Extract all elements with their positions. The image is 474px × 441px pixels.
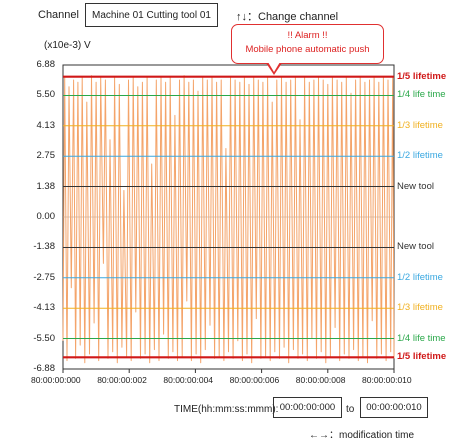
alarm-popup: !! Alarm !! Mobile phone automatic push <box>231 24 384 64</box>
y-tick-label: -2.75 <box>33 271 55 283</box>
signal-series-line <box>62 75 395 364</box>
y-axis-unit: (x10e-3) V <box>44 40 91 51</box>
y-tick-label: 2.75 <box>36 150 56 162</box>
threshold-label: 1/3 lifetime <box>397 119 443 131</box>
threshold-label: 1/5 lifetime <box>397 70 447 82</box>
time-start-input[interactable]: 00:00:00:000 <box>273 397 342 418</box>
y-tick-label: 6.88 <box>36 59 56 70</box>
threshold-label: New tool <box>397 180 434 192</box>
alarm-title: !! Alarm !! <box>287 30 328 41</box>
x-tick-label: 80:00:00:002 <box>97 375 147 385</box>
y-tick-label: -4.13 <box>33 302 55 314</box>
x-tick-label: 80:00:00:008 <box>295 375 346 385</box>
channel-label: Channel <box>38 9 79 21</box>
x-tick-label: 80:00:00:006 <box>229 375 280 385</box>
threshold-label: 1/3 lifetime <box>397 302 443 314</box>
change-channel-hint: ↑↓：Change channel <box>236 11 339 23</box>
y-tick-label: 5.50 <box>36 89 56 101</box>
threshold-label: 1/5 lifetime <box>397 351 447 363</box>
threshold-label: 1/2 lifetime <box>397 271 443 283</box>
x-tick-label: 80:00:00:004 <box>163 375 214 385</box>
time-end-input[interactable]: 00:00:00:010 <box>360 397 428 418</box>
time-range-label: TIME(hh:mm:ss:mmm): <box>174 404 279 415</box>
threshold-label: 1/2 lifetime <box>397 150 443 162</box>
alarm-message: Mobile phone automatic push <box>245 44 370 55</box>
time-to-label: to <box>346 404 355 415</box>
y-tick-label: -1.38 <box>33 241 55 253</box>
alarm-pointer-fill <box>268 62 280 72</box>
threshold-label: New tool <box>397 241 434 253</box>
modification-time-hint: ←→：modification time <box>309 430 415 441</box>
y-tick-label: -6.88 <box>33 363 55 374</box>
y-tick-label: 1.38 <box>36 180 56 192</box>
y-tick-label: 0.00 <box>36 211 56 222</box>
x-tick-label: 80:00:00:010 <box>362 375 412 385</box>
x-tick-label: 80:00:00:000 <box>31 375 81 385</box>
channel-select[interactable]: Machine 01 Cutting tool 01 <box>85 3 218 27</box>
y-tick-label: 4.13 <box>36 119 56 131</box>
threshold-label: 1/4 life time <box>397 332 446 344</box>
y-tick-label: -5.50 <box>33 332 55 344</box>
threshold-label: 1/4 life time <box>397 89 446 101</box>
